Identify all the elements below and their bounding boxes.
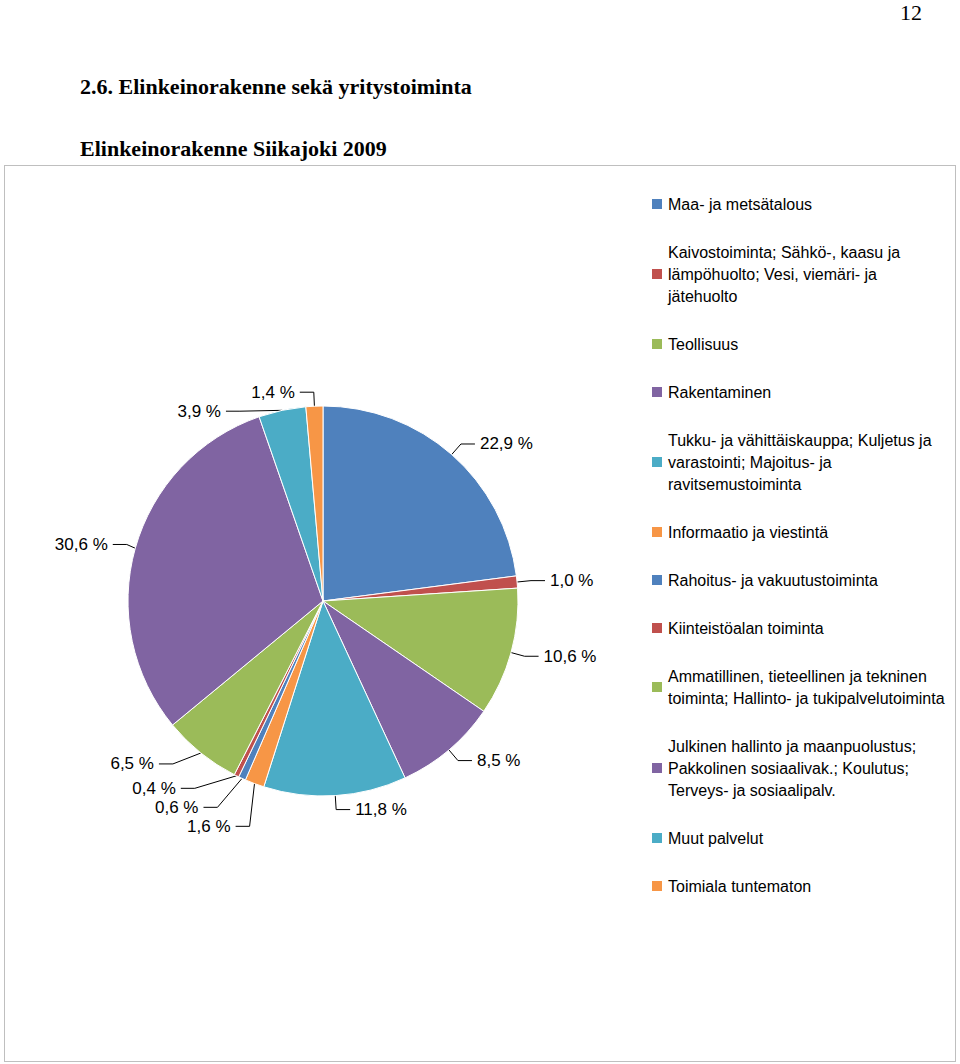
svg-text:10,6 %: 10,6 % (544, 647, 597, 666)
svg-text:Terveys- ja sosiaalipalv.: Terveys- ja sosiaalipalv. (668, 782, 836, 799)
html-text:2.6. Elinkeinorakenne sekä yri: 2.6. Elinkeinorakenne sekä yritystoimint… (80, 74, 472, 99)
svg-text:varastointi; Majoitus- ja: varastointi; Majoitus- ja (668, 454, 836, 471)
svg-text:Rahoitus- ja vakuutustoiminta: Rahoitus- ja vakuutustoiminta (668, 572, 878, 589)
svg-text:Informaatio ja viestintä: Informaatio ja viestintä (668, 524, 828, 541)
svg-text:22,9 %: 22,9 % (480, 434, 533, 453)
svg-text:ravitsemustoiminta: ravitsemustoiminta (668, 476, 801, 493)
svg-text:0,4 %: 0,4 % (132, 779, 175, 798)
svg-text:Kaivostoiminta; Sähkö-, kaasu: Kaivostoiminta; Sähkö-, kaasu ja (668, 244, 905, 261)
svg-text:1,0 %: 1,0 % (550, 571, 593, 590)
svg-text:lämpöhuolto; Vesi, viemäri- ja: lämpöhuolto; Vesi, viemäri- ja (668, 266, 881, 283)
svg-text:3,9 %: 3,9 % (177, 402, 220, 421)
svg-text:Teollisuus: Teollisuus (668, 336, 738, 353)
svg-text:0,6 %: 0,6 % (155, 798, 198, 817)
svg-text:8,5 %: 8,5 % (477, 751, 520, 770)
svg-text:Kiinteistöalan toiminta: Kiinteistöalan toiminta (668, 620, 824, 637)
svg-text:Maa- ja metsätalous: Maa- ja metsätalous (668, 196, 812, 213)
svg-text:Julkinen hallinto ja maanpuolu: Julkinen hallinto ja maanpuolustus; (668, 738, 921, 755)
svg-text:30,6 %: 30,6 % (55, 535, 108, 554)
svg-text:Rakentaminen: Rakentaminen (668, 384, 771, 401)
svg-text:1,6 %: 1,6 % (187, 817, 230, 836)
svg-text:toiminta; Hallinto- ja tukipal: toiminta; Hallinto- ja tukipalvelutoimin… (668, 690, 945, 707)
svg-text:Pakkolinen sosiaalivak.; Koulu: Pakkolinen sosiaalivak.; Koulutus; (668, 760, 913, 777)
svg-text:Muut palvelut: Muut palvelut (668, 830, 764, 847)
html-text:Elinkeinorakenne Siikajoki 200: Elinkeinorakenne Siikajoki 2009 (80, 136, 387, 161)
svg-text:Tukku- ja vähittäiskauppa; Kul: Tukku- ja vähittäiskauppa; Kuljetus ja (668, 432, 936, 449)
svg-text:Toimiala tuntematon: Toimiala tuntematon (668, 878, 811, 895)
svg-text:Ammatillinen, tieteellinen ja: Ammatillinen, tieteellinen ja tekninen (668, 668, 931, 685)
svg-text:1,4 %: 1,4 % (251, 383, 294, 402)
svg-text:11,8 %: 11,8 % (355, 800, 407, 819)
svg-text:jätehuolto: jätehuolto (667, 288, 737, 305)
html-text:12: 12 (900, 0, 922, 25)
svg-text:6,5 %: 6,5 % (110, 754, 153, 773)
